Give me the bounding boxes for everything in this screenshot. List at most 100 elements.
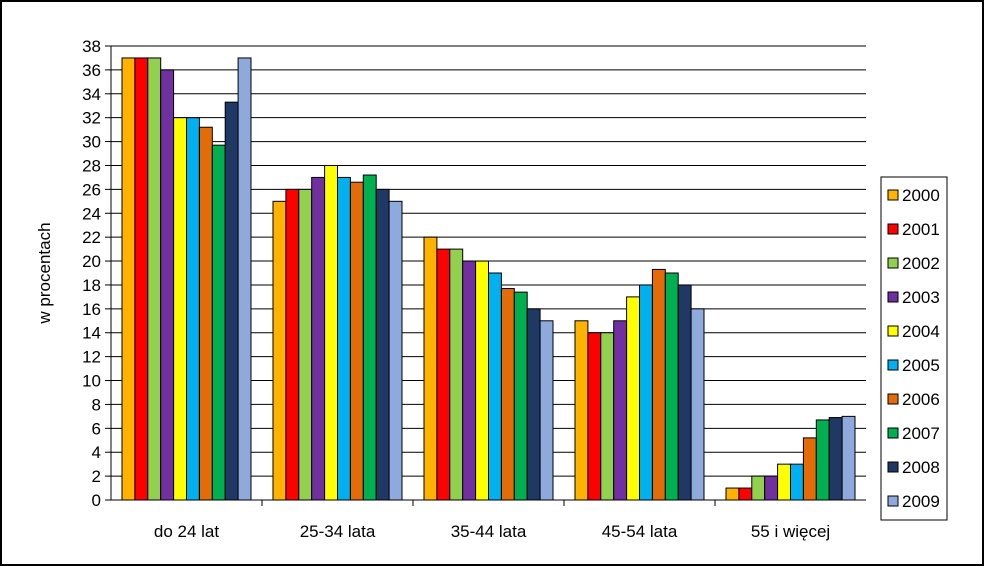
y-tick-label: 26 <box>82 180 101 199</box>
bar-2008-3 <box>677 284 692 501</box>
bars <box>121 57 856 501</box>
bar-2003-4 <box>764 475 779 501</box>
legend-swatch-2009 <box>887 495 899 507</box>
legend-swatch-2007 <box>887 427 899 439</box>
bar-2008-1 <box>375 188 390 501</box>
bar-2004-4 <box>777 463 791 501</box>
x-category-label: 55 i więcej <box>751 522 830 541</box>
legend-label-2004: 2004 <box>902 322 940 341</box>
y-tick-label: 28 <box>82 156 101 175</box>
bar-2008-0 <box>224 101 239 501</box>
legend-swatch-2005 <box>887 359 899 371</box>
bar-2006-4 <box>802 437 817 501</box>
y-tick-label: 34 <box>82 85 101 104</box>
bar-2000-3 <box>574 320 589 501</box>
bar-2005-2 <box>488 272 502 501</box>
bar-2003-3 <box>613 320 628 501</box>
legend-swatch-2004 <box>887 325 899 337</box>
bar-2007-0 <box>211 144 226 501</box>
bar-2002-0 <box>147 57 162 501</box>
legend-swatch-2003 <box>887 291 899 303</box>
bar-2002-2 <box>449 248 464 501</box>
legend-label-2001: 2001 <box>902 220 940 239</box>
legend-label-2006: 2006 <box>902 390 940 409</box>
legend-label-2007: 2007 <box>902 424 940 443</box>
bar-2008-2 <box>526 308 541 501</box>
bar-2009-4 <box>841 415 856 501</box>
legend-swatch-2001 <box>887 223 899 235</box>
bar-2006-0 <box>198 126 213 501</box>
bar-2006-1 <box>349 181 364 501</box>
y-axis-title: w procentach <box>35 222 54 324</box>
legend-label-2000: 2000 <box>902 186 940 205</box>
y-tick-label: 22 <box>82 228 101 247</box>
legend-label-2003: 2003 <box>902 288 940 307</box>
y-tick-label: 10 <box>82 372 101 391</box>
y-tick-label: 20 <box>82 252 101 271</box>
legend-swatch-2002 <box>887 257 899 269</box>
legend-swatch-2008 <box>887 461 899 473</box>
bar-2007-4 <box>815 419 830 501</box>
x-category-label: 45-54 lata <box>602 522 678 541</box>
x-category-label: 35-44 lata <box>451 522 527 541</box>
bar-2002-1 <box>298 188 313 501</box>
y-tick-label: 38 <box>82 37 101 56</box>
bar-2004-1 <box>324 164 339 501</box>
bar-2004-3 <box>626 296 640 501</box>
bar-2004-0 <box>173 117 188 501</box>
y-tick-label: 12 <box>82 348 101 367</box>
y-tick-label: 18 <box>82 276 101 295</box>
bar-2000-0 <box>121 57 136 501</box>
y-tick-label: 2 <box>92 467 101 486</box>
y-tick-label: 24 <box>82 204 101 223</box>
x-category-label: do 24 lat <box>154 522 219 541</box>
bar-2005-3 <box>639 284 653 501</box>
bar-2009-1 <box>388 200 403 501</box>
bar-2007-3 <box>664 272 679 501</box>
legend-label-2008: 2008 <box>902 458 940 477</box>
y-tick-label: 8 <box>92 395 101 414</box>
bar-2007-1 <box>362 174 377 501</box>
bar-2003-0 <box>160 69 175 501</box>
bar-2000-2 <box>423 236 438 501</box>
bar-2007-2 <box>513 291 528 501</box>
bar-2003-2 <box>462 260 477 501</box>
bar-2006-2 <box>500 288 515 501</box>
bar-2003-1 <box>311 176 326 501</box>
bar-2005-1 <box>337 176 351 501</box>
bar-2001-3 <box>587 332 602 501</box>
bar-2000-4 <box>725 487 740 501</box>
x-category-label: 25-34 lata <box>300 522 376 541</box>
bar-2009-2 <box>539 320 554 501</box>
y-tick-label: 0 <box>92 491 101 510</box>
bar-2008-4 <box>828 417 843 501</box>
legend-label-2005: 2005 <box>902 356 940 375</box>
bar-2001-0 <box>134 57 149 501</box>
legend-swatch-2000 <box>887 189 899 201</box>
y-tick-label: 6 <box>92 419 101 438</box>
y-tick-label: 4 <box>92 443 101 462</box>
bar-2000-1 <box>272 200 287 501</box>
legend: 2000 2001 2002 2003 2004 2005 2006 2007 2008 2009 <box>880 176 948 521</box>
legend-swatch-2006 <box>887 393 899 405</box>
bar-2004-2 <box>475 260 490 501</box>
y-tick-label: 36 <box>82 61 101 80</box>
y-tick-label: 32 <box>82 109 101 128</box>
y-tick-label: 30 <box>82 133 101 152</box>
bar-2009-0 <box>237 57 252 501</box>
y-tick-label: 16 <box>82 300 101 319</box>
bar-2005-4 <box>790 463 804 501</box>
bar-2001-2 <box>436 248 451 501</box>
bar-2001-4 <box>738 487 753 501</box>
bar-2005-0 <box>186 117 200 501</box>
bar-2002-4 <box>751 475 766 501</box>
bar-2006-3 <box>651 268 666 501</box>
legend-label-2002: 2002 <box>902 254 940 273</box>
legend-label-2009: 2009 <box>902 492 940 511</box>
y-tick-label: 14 <box>82 324 101 343</box>
bar-2001-1 <box>285 188 300 501</box>
bar-2002-3 <box>600 332 615 501</box>
